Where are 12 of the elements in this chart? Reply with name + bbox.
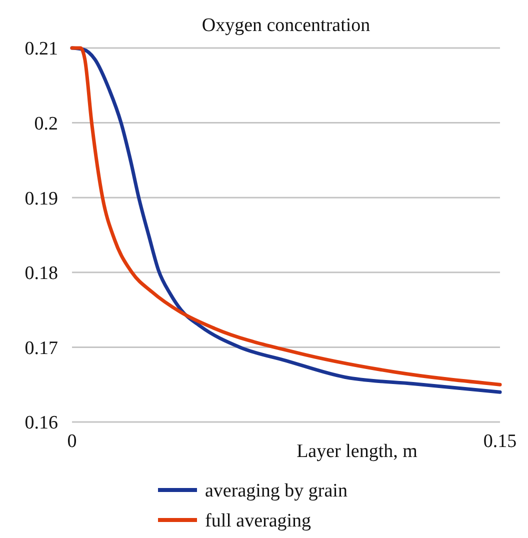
legend-label: averaging by grain [205,480,348,502]
x-axis-title: Layer length, m [296,441,418,462]
y-tick-label: 0.18 [24,263,58,284]
y-tick-label: 0.2 [34,113,58,134]
legend-label: full averaging [205,510,312,532]
chart-title: Oxygen concentration [202,15,371,36]
y-tick-label: 0.17 [24,338,58,359]
y-tick-label: 0.16 [24,412,58,434]
x-tick-label: 0.15 [483,431,517,452]
y-tick-label: 0.19 [24,188,58,210]
y-tick-label: 0.21 [24,38,58,60]
x-tick-label: 0 [67,431,77,452]
